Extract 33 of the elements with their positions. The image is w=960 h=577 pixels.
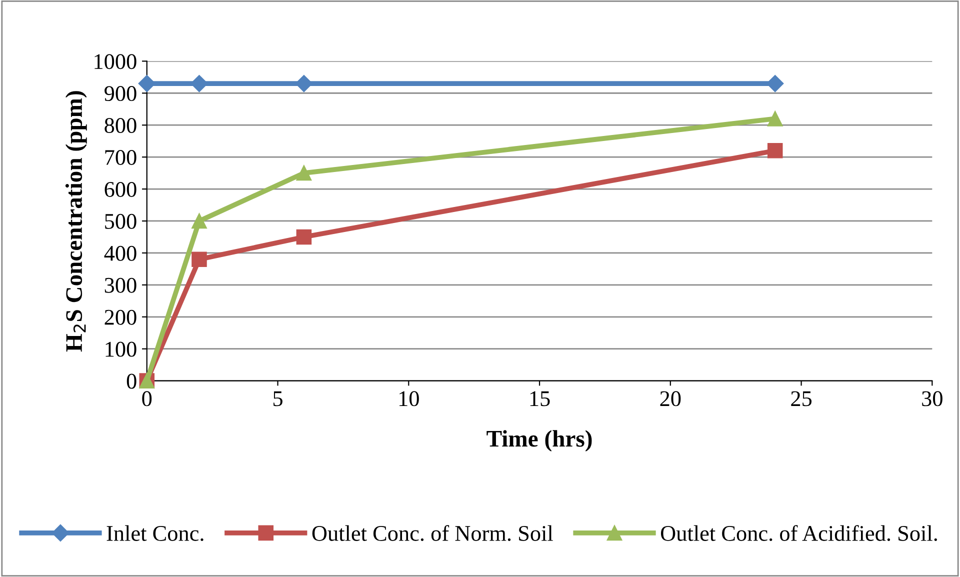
- y-tick-label: 600: [104, 182, 136, 197]
- x-tick-label: 25: [791, 391, 812, 406]
- legend-label: Outlet Conc. of Acidified. Soil.: [660, 525, 937, 542]
- legend-label: Inlet Conc.: [106, 525, 204, 542]
- y-tick-label: 800: [104, 118, 136, 134]
- point: [296, 229, 312, 245]
- x-tick-label: 5: [273, 391, 282, 406]
- point: [767, 111, 783, 126]
- y-tick-label: 700: [105, 150, 136, 165]
- y-tick-label: 100: [106, 342, 136, 357]
- point: [138, 74, 156, 92]
- y-tick-label: 900: [104, 86, 136, 102]
- point: [192, 213, 207, 229]
- x-tick-label: 10: [399, 391, 419, 406]
- y-tick-label: 300: [104, 278, 136, 293]
- point: [766, 74, 784, 92]
- point: [295, 74, 312, 92]
- point: [192, 252, 207, 267]
- x-tick-label: 15: [530, 391, 550, 406]
- x-tick-label: 30: [922, 391, 942, 406]
- x-tick-label: 20: [660, 391, 681, 406]
- x-axis-title: Time (hrs): [486, 430, 592, 452]
- y-tick-label: 200: [104, 310, 136, 325]
- point: [190, 74, 208, 92]
- x-tick-label: 0: [142, 391, 152, 406]
- y-tick-label: 500: [105, 214, 136, 229]
- legend-label: Outlet Conc. of Norm. Soil: [312, 525, 553, 542]
- point: [767, 143, 783, 158]
- y-axis-title: H$_{2}$S Concentration (ppm): [65, 91, 87, 352]
- y-tick-label: 400: [104, 246, 136, 261]
- point: [296, 165, 312, 181]
- y-tick-label: 0: [126, 374, 136, 389]
- y-tick-label: 1000: [94, 54, 136, 70]
